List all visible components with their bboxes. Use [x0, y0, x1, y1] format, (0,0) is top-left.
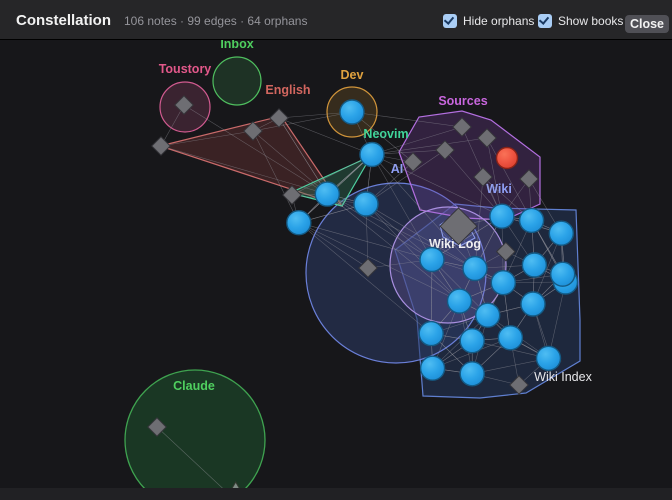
svg-text:Sources: Sources	[438, 94, 487, 108]
svg-text:Neovim: Neovim	[363, 127, 408, 141]
svg-text:Wiki Index: Wiki Index	[534, 370, 592, 384]
svg-text:English: English	[265, 83, 310, 97]
svg-text:Wiki: Wiki	[486, 182, 512, 196]
svg-text:Claude: Claude	[173, 379, 215, 393]
svg-text:Toustory: Toustory	[159, 62, 212, 76]
svg-text:Dev: Dev	[341, 68, 364, 82]
svg-text:Inbox: Inbox	[220, 40, 253, 51]
